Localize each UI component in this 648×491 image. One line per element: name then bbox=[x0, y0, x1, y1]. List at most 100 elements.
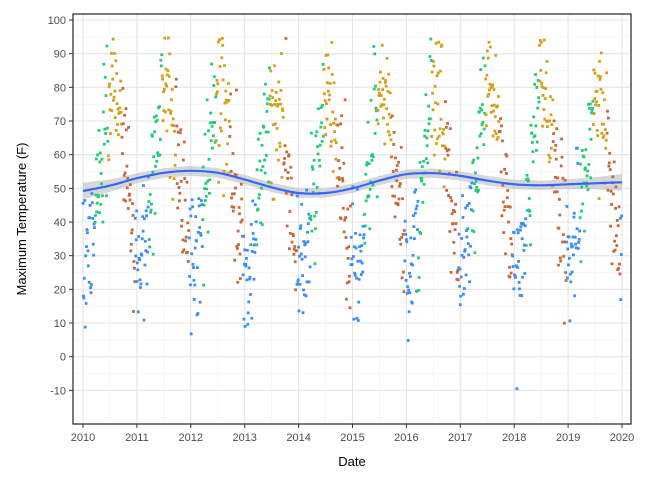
data-point-spring bbox=[313, 214, 316, 218]
data-point-summer bbox=[220, 37, 224, 40]
data-point-summer bbox=[270, 104, 274, 107]
data-point-summer bbox=[431, 108, 435, 112]
data-point-spring bbox=[422, 159, 426, 163]
data-point-fall bbox=[133, 280, 137, 283]
data-point-spring bbox=[586, 169, 589, 173]
data-point-fall bbox=[610, 203, 613, 206]
data-point-fall bbox=[290, 240, 294, 244]
data-point-fall bbox=[561, 176, 565, 180]
data-point-winter bbox=[412, 225, 416, 228]
data-point-winter bbox=[514, 275, 517, 279]
data-point-winter bbox=[196, 230, 200, 234]
data-point-spring bbox=[207, 157, 211, 161]
data-point-spring bbox=[533, 82, 536, 86]
data-point-fall bbox=[292, 252, 296, 256]
data-point-summer bbox=[330, 73, 334, 76]
data-point-fall bbox=[349, 204, 352, 208]
data-point-fall bbox=[235, 245, 239, 248]
data-point-fall bbox=[608, 151, 612, 155]
data-point-fall bbox=[394, 156, 397, 160]
data-point-summer bbox=[114, 59, 118, 63]
data-point-winter bbox=[193, 283, 197, 287]
data-point-summer bbox=[167, 108, 171, 112]
data-point-winter bbox=[571, 244, 574, 248]
data-point-winter bbox=[189, 332, 193, 336]
data-point-spring bbox=[364, 172, 368, 176]
data-point-winter bbox=[247, 266, 251, 270]
data-point-summer bbox=[278, 145, 282, 148]
data-point-winter bbox=[569, 242, 573, 246]
data-point-summer bbox=[440, 43, 444, 47]
data-point-summer bbox=[166, 69, 170, 73]
data-point-spring bbox=[588, 102, 592, 106]
data-point-fall bbox=[452, 240, 456, 244]
data-point-winter bbox=[295, 282, 299, 286]
data-point-summer bbox=[272, 123, 275, 127]
y-tick-label: 40 bbox=[54, 217, 66, 229]
confidence-band bbox=[83, 165, 622, 200]
data-point-fall bbox=[237, 206, 241, 209]
data-point-fall bbox=[129, 183, 132, 187]
data-point-fall bbox=[501, 200, 505, 204]
data-point-summer bbox=[215, 92, 218, 96]
data-point-winter bbox=[249, 223, 253, 226]
data-point-winter bbox=[92, 222, 96, 226]
data-point-winter bbox=[253, 203, 257, 207]
data-point-fall bbox=[339, 122, 343, 126]
data-point-fall bbox=[127, 126, 130, 129]
data-point-summer bbox=[217, 180, 221, 184]
data-point-spring bbox=[525, 173, 529, 177]
data-point-summer bbox=[593, 97, 597, 101]
data-point-fall bbox=[130, 231, 134, 235]
data-point-spring bbox=[365, 161, 369, 164]
data-point-spring bbox=[256, 207, 260, 211]
data-point-fall bbox=[507, 220, 510, 224]
data-point-winter bbox=[298, 282, 302, 286]
data-point-summer bbox=[539, 69, 543, 72]
data-point-fall bbox=[235, 88, 238, 92]
data-point-fall bbox=[231, 192, 234, 196]
data-point-winter bbox=[577, 238, 581, 241]
data-point-spring bbox=[105, 194, 108, 198]
data-point-fall bbox=[392, 143, 396, 146]
data-point-winter bbox=[516, 266, 520, 269]
data-point-winter bbox=[412, 214, 415, 217]
data-point-summer bbox=[116, 107, 120, 111]
data-point-summer bbox=[224, 89, 228, 93]
data-point-summer bbox=[269, 69, 273, 73]
data-point-fall bbox=[128, 192, 131, 196]
data-point-spring bbox=[314, 134, 318, 138]
data-point-fall bbox=[130, 228, 134, 232]
data-point-summer bbox=[604, 146, 608, 150]
data-point-spring bbox=[480, 123, 484, 127]
data-point-spring bbox=[96, 153, 99, 157]
data-point-fall bbox=[605, 131, 609, 135]
data-point-winter bbox=[187, 236, 191, 240]
data-point-spring bbox=[587, 163, 591, 166]
data-point-summer bbox=[324, 133, 327, 136]
data-point-fall bbox=[613, 248, 617, 252]
data-point-spring bbox=[147, 200, 151, 203]
data-point-spring bbox=[420, 179, 423, 183]
data-point-fall bbox=[340, 114, 343, 118]
data-point-fall bbox=[187, 229, 191, 232]
data-point-winter bbox=[520, 294, 524, 298]
y-tick-label: 50 bbox=[54, 183, 66, 195]
data-point-fall bbox=[504, 252, 507, 256]
data-point-summer bbox=[542, 86, 545, 90]
data-point-summer bbox=[492, 88, 496, 91]
data-point-spring bbox=[311, 191, 315, 194]
data-point-fall bbox=[395, 179, 399, 183]
data-point-winter bbox=[146, 205, 150, 209]
data-point-spring bbox=[206, 179, 209, 183]
x-tick-label: 2020 bbox=[610, 432, 634, 444]
data-point-summer bbox=[107, 158, 111, 162]
data-point-summer bbox=[117, 111, 121, 114]
data-point-fall bbox=[341, 206, 345, 210]
data-point-winter bbox=[523, 272, 527, 275]
data-point-fall bbox=[444, 125, 448, 129]
data-point-spring bbox=[310, 165, 314, 168]
data-point-spring bbox=[319, 106, 323, 109]
data-point-summer bbox=[109, 92, 113, 96]
data-point-spring bbox=[483, 64, 487, 68]
